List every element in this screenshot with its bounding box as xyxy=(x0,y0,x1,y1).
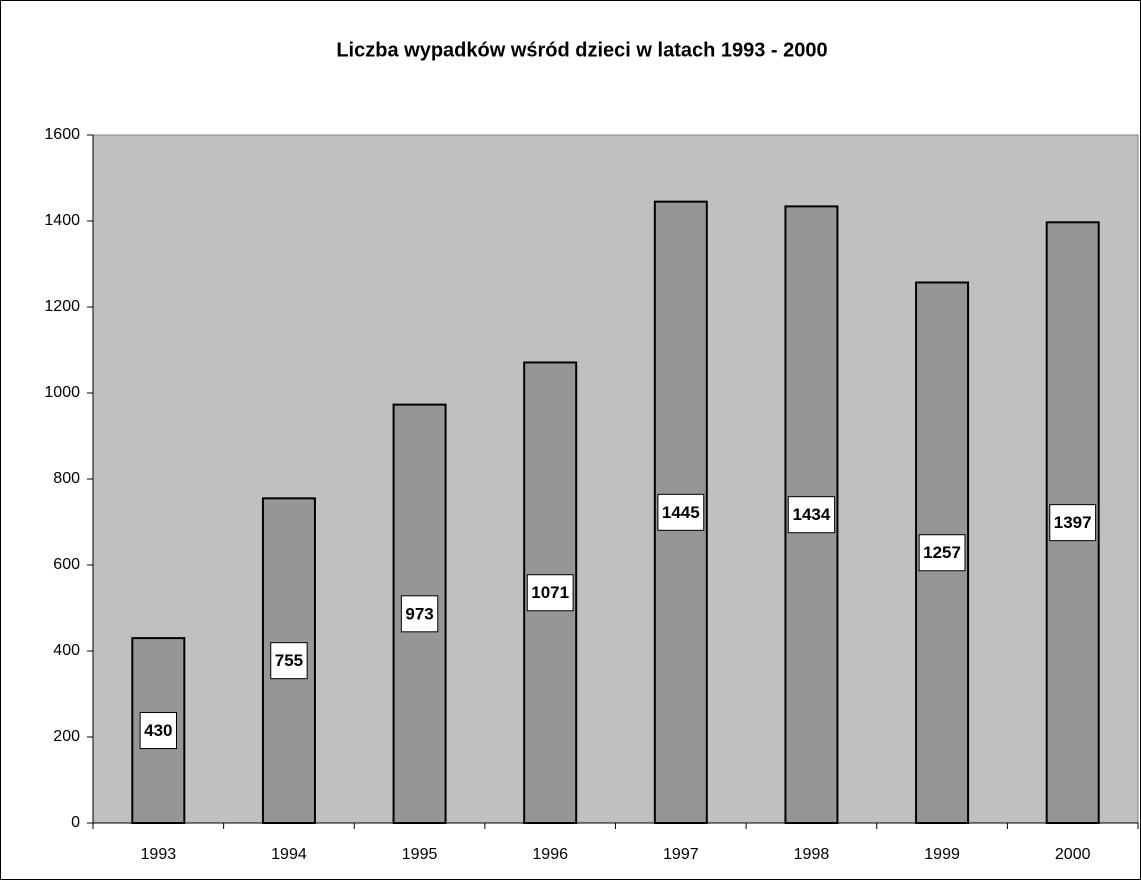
y-tick-label: 1600 xyxy=(44,126,80,143)
data-label: 1434 xyxy=(793,505,831,524)
x-tick-label: 1994 xyxy=(271,846,307,863)
data-label-box xyxy=(787,496,836,534)
x-tick-label: 1997 xyxy=(663,846,699,863)
plot-area xyxy=(92,134,1139,824)
x-tick-label: 1999 xyxy=(924,846,960,863)
y-tick-label: 800 xyxy=(53,470,80,487)
data-label: 755 xyxy=(275,651,303,670)
data-label-box xyxy=(1049,504,1097,542)
x-tick-label: 2000 xyxy=(1055,846,1091,863)
data-label-box xyxy=(270,642,308,680)
data-label-box xyxy=(918,534,966,572)
x-tick-label: 1998 xyxy=(794,846,830,863)
x-tick-label: 1993 xyxy=(141,846,177,863)
y-tick-label: 1000 xyxy=(44,384,80,401)
chart-title: Liczba wypadków wśród dzieci w latach 19… xyxy=(336,39,827,61)
y-tick-label: 1200 xyxy=(44,298,80,315)
y-tick-label: 600 xyxy=(53,556,80,573)
data-label-box xyxy=(400,595,439,633)
data-label: 1257 xyxy=(923,543,961,562)
data-label: 1445 xyxy=(662,503,700,522)
data-label-box xyxy=(139,712,177,750)
y-tick-label: 200 xyxy=(53,728,80,745)
data-label-box xyxy=(657,493,705,531)
data-label: 1071 xyxy=(531,583,569,602)
data-label: 1397 xyxy=(1054,513,1092,532)
x-tick-label: 1996 xyxy=(532,846,568,863)
y-tick-label: 0 xyxy=(71,814,80,831)
x-tick-label: 1995 xyxy=(402,846,438,863)
data-label: 973 xyxy=(405,604,433,623)
data-label-box xyxy=(526,574,574,612)
y-tick-label: 400 xyxy=(53,642,80,659)
data-label: 430 xyxy=(144,721,172,740)
y-tick-label: 1400 xyxy=(44,212,80,229)
